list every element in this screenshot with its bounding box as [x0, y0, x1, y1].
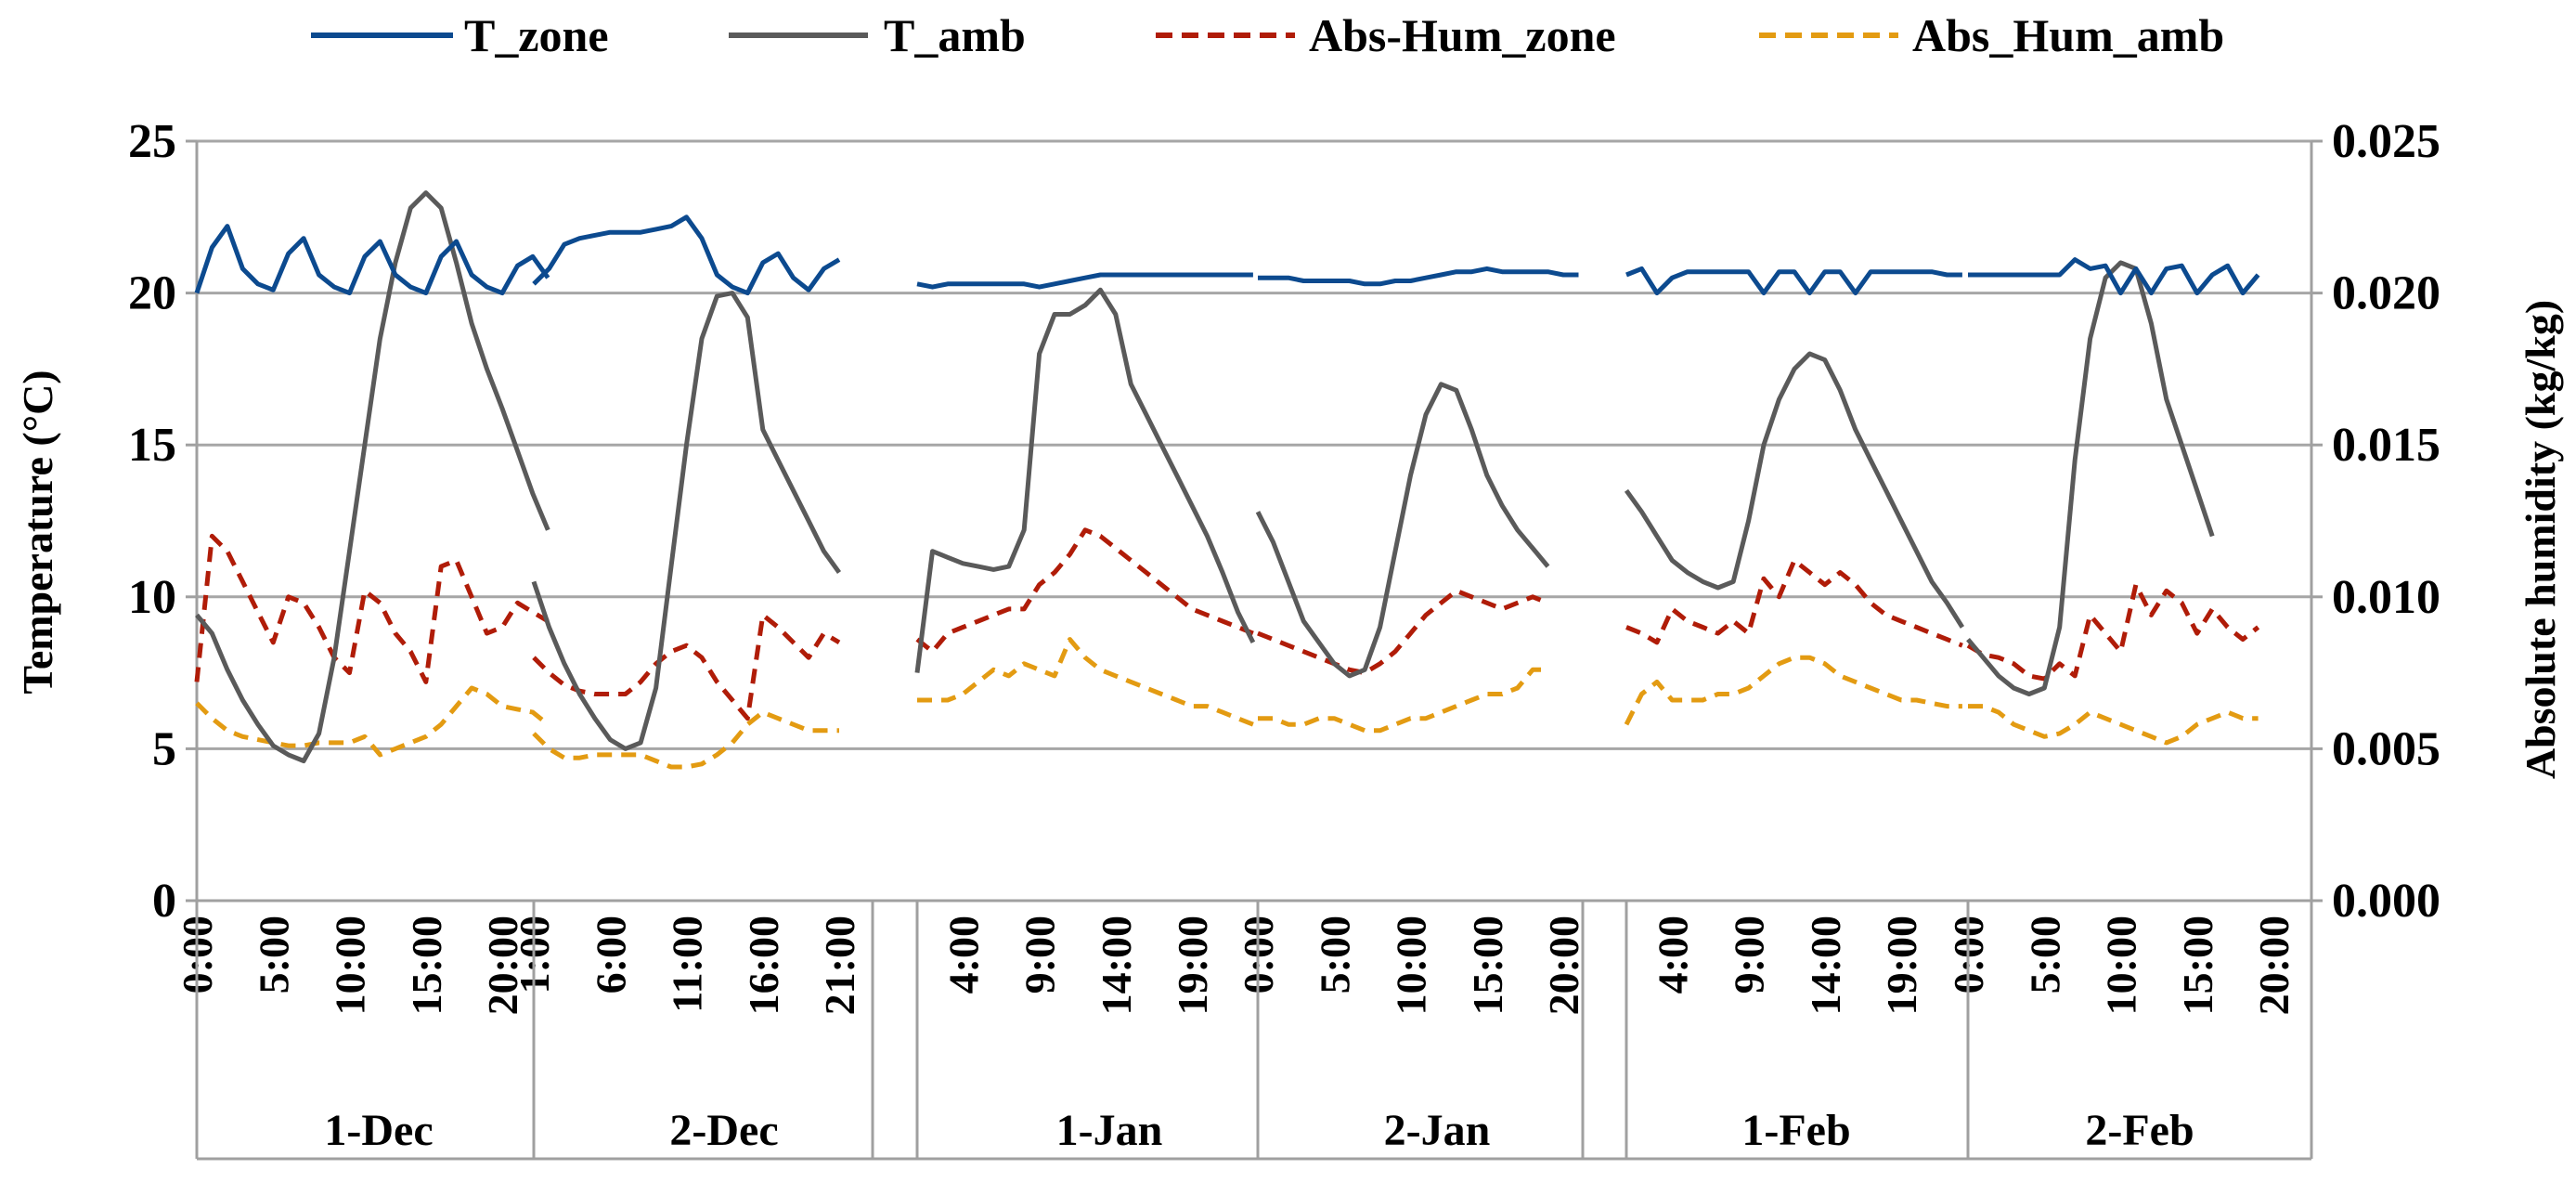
x-tick-label: 16:00	[740, 916, 787, 1015]
series-abs-hum-zone-2-dec	[532, 612, 841, 721]
series-t-amb-1-feb	[1624, 351, 1965, 629]
x-tick-label: 5:00	[1311, 916, 1358, 994]
x-axis-ticks: 0:00 5:00 10:00 15:00 20:001:00 6:00 11:00 16:0…	[174, 916, 2298, 1015]
series-t-zone-2-feb	[1968, 257, 2260, 296]
series-abs-hum-amb-2-feb	[1968, 704, 2259, 746]
y-axis-right-title: Absolute humidity (kg/kg)	[2517, 300, 2564, 779]
x-tick-label: 11:00	[664, 916, 711, 1013]
x-tick-label: 20:00	[2250, 916, 2298, 1015]
y2-tick-label: 0.025	[2332, 115, 2440, 168]
y-tick-label: 0	[152, 875, 176, 928]
series-abs-hum-amb-1-dec	[195, 685, 550, 758]
series-t-amb-1-dec	[195, 190, 550, 763]
y-axis-left-ticks: 0 5 10 15 20 25	[128, 115, 197, 928]
x-tick-label: 19:00	[1878, 916, 1925, 1015]
x-tick-label: 15:00	[1464, 916, 1511, 1015]
series-t-zone-1-jan	[916, 272, 1253, 290]
series-abs-hum-zone-1-dec	[194, 533, 550, 684]
series-lines	[194, 190, 2260, 770]
x-tick-label: 21:00	[816, 916, 863, 1015]
x-tick-label: 20:00	[479, 916, 526, 1015]
x-tick-label: 10:00	[2098, 916, 2145, 1015]
x-tick-label: 9:00	[1016, 916, 1064, 994]
axes	[195, 141, 2313, 1161]
series-abs-hum-amb-2-jan	[1258, 667, 1548, 734]
group-label-1-dec: 1-Dec	[324, 1106, 433, 1155]
series-t-zone-1-feb	[1625, 266, 1962, 296]
y2-tick-label: 0.015	[2332, 419, 2440, 472]
y-tick-label: 10	[128, 571, 176, 624]
x-tick-label: 10:00	[327, 916, 374, 1015]
x-tick-label: 5:00	[250, 916, 297, 994]
legend-label-abs-hum-zone: Abs-Hum_zone	[1309, 9, 1616, 61]
series-abs-hum-amb-2-dec	[532, 709, 839, 770]
series-t-zone-2-dec	[532, 214, 841, 296]
y-tick-label: 15	[128, 419, 176, 472]
series-t-amb-2-feb	[1966, 260, 2215, 696]
legend-label-t-zone: T_zone	[464, 9, 609, 61]
x-axis-groups: 1-Dec 2-Dec 1-Jan 2-Jan 1-Feb 2-Feb	[195, 901, 2313, 1159]
group-label-2-dec: 2-Dec	[669, 1106, 778, 1155]
y-axis-left-title: Temperature (°C)	[14, 370, 61, 694]
x-tick-label: 4:00	[939, 916, 987, 994]
x-tick-label: 4:00	[1649, 916, 1696, 994]
y-tick-label: 25	[128, 115, 176, 168]
y2-tick-label: 0.010	[2332, 571, 2440, 624]
series-t-zone-1-dec	[194, 224, 550, 296]
series-t-amb-2-jan	[1255, 382, 1550, 679]
series-t-amb-2-dec	[531, 291, 842, 751]
gridlines	[197, 139, 2311, 750]
x-tick-label: 10:00	[1388, 916, 1435, 1015]
legend-label-abs-hum-amb: Abs_Hum_amb	[1912, 9, 2224, 61]
series-abs-hum-zone-2-feb	[1966, 582, 2260, 682]
x-tick-label: 9:00	[1726, 916, 1773, 994]
group-label-2-jan: 2-Jan	[1384, 1106, 1491, 1155]
series-abs-hum-zone-1-jan	[915, 527, 1254, 655]
series-t-zone-2-jan	[1258, 266, 1579, 287]
legend-label-t-amb: T_amb	[884, 9, 1026, 61]
x-tick-label: 20:00	[1540, 916, 1587, 1015]
y2-tick-label: 0.000	[2332, 875, 2440, 928]
series-t-amb-1-jan	[914, 287, 1256, 673]
x-tick-label: 6:00	[587, 916, 634, 994]
y-axis-right-ticks: 0.000 0.005 0.010 0.015 0.020 0.025	[2311, 115, 2440, 928]
group-label-1-feb: 1-Feb	[1741, 1106, 1850, 1155]
group-label-2-feb: 2-Feb	[2085, 1106, 2194, 1155]
x-tick-label: 5:00	[2021, 916, 2068, 994]
y2-tick-label: 0.020	[2332, 267, 2440, 320]
x-tick-label: 15:00	[2174, 916, 2221, 1015]
x-tick-label: 19:00	[1169, 916, 1216, 1015]
group-label-1-jan: 1-Jan	[1056, 1106, 1163, 1155]
y-tick-label: 20	[128, 267, 176, 320]
y2-tick-label: 0.005	[2332, 722, 2440, 775]
legend: T_zone T_amb Abs-Hum_zone Abs_Hum_amb	[311, 9, 2224, 61]
series-abs-hum-amb-1-feb	[1624, 655, 1962, 726]
x-tick-label: 15:00	[403, 916, 450, 1015]
series-abs-hum-amb-1-jan	[917, 637, 1254, 727]
series-abs-hum-zone-1-feb	[1625, 558, 1963, 648]
x-tick-label: 14:00	[1093, 916, 1140, 1015]
x-tick-label: 14:00	[1802, 916, 1849, 1015]
y-tick-label: 5	[152, 722, 176, 775]
series-abs-hum-zone-2-jan	[1257, 588, 1549, 676]
